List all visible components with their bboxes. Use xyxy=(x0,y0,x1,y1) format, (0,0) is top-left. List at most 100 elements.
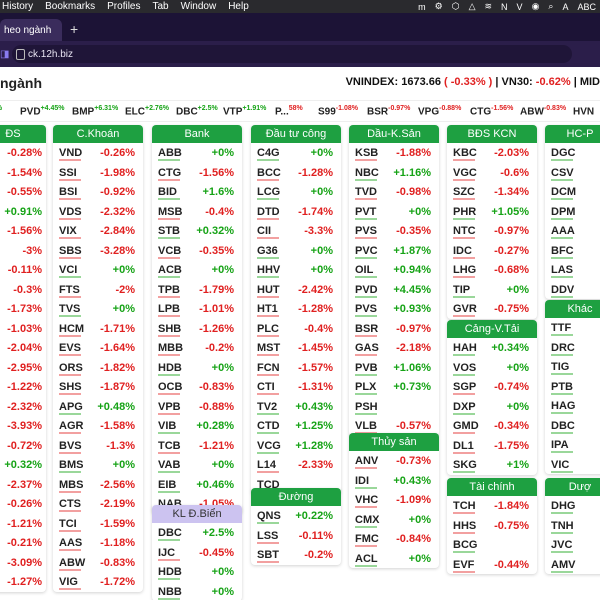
stock-row[interactable]: CSV xyxy=(545,163,600,183)
stock-row[interactable]: BCG xyxy=(447,535,537,555)
stock-row[interactable]: IPA xyxy=(545,435,600,455)
stock-row[interactable]: NBC +1.16% xyxy=(349,163,439,183)
stock-row[interactable]: PVT +0% xyxy=(349,202,439,222)
triangle-icon[interactable]: △ xyxy=(468,1,476,11)
stock-row[interactable]: -1.03% xyxy=(0,319,46,339)
stock-row[interactable]: CII -3.3% xyxy=(251,221,341,241)
stock-row[interactable]: -3.09% xyxy=(0,553,46,573)
stock-row[interactable]: -0.21% xyxy=(0,533,46,553)
stock-row[interactable]: CTG -1.56% xyxy=(152,163,242,183)
wifi-icon[interactable]: ≋ xyxy=(484,1,493,11)
stock-row[interactable]: EVS -1.64% xyxy=(53,338,143,358)
ticker-item[interactable]: BMP+6.31% xyxy=(72,105,118,117)
stock-row[interactable]: -0.26% xyxy=(0,494,46,514)
address-bar[interactable]: ◨ ck.12h.biz xyxy=(0,45,572,63)
search-icon[interactable]: ⌕ xyxy=(548,1,554,11)
ticker-item[interactable]: ABW-0.83% xyxy=(520,105,566,117)
stock-row[interactable]: G36 +0% xyxy=(251,241,341,261)
sector-header[interactable]: Bank xyxy=(152,125,242,143)
stock-row[interactable]: TIP +0% xyxy=(447,280,537,300)
notion-icon[interactable]: N xyxy=(501,1,508,12)
stock-row[interactable]: -2.95% xyxy=(0,358,46,378)
stock-row[interactable]: -2.32% xyxy=(0,397,46,417)
stock-row[interactable]: -0.11% xyxy=(0,260,46,280)
ticker-item[interactable]: VTP+1.91% xyxy=(223,105,266,117)
stock-row[interactable]: TCH -1.84% xyxy=(447,496,537,516)
stock-row[interactable]: BVS -1.3% xyxy=(53,436,143,456)
stock-row[interactable]: HT1 -1.28% xyxy=(251,299,341,319)
stock-row[interactable]: VCG +1.28% xyxy=(251,436,341,456)
stock-row[interactable]: EVF -0.44% xyxy=(447,555,537,575)
stock-row[interactable]: VIX -2.84% xyxy=(53,221,143,241)
stock-row[interactable]: BID +1.6% xyxy=(152,182,242,202)
stock-row[interactable]: CTS -2.19% xyxy=(53,494,143,514)
stock-row[interactable]: HDB +0% xyxy=(152,358,242,378)
stock-row[interactable]: DBC +2.5% xyxy=(152,523,242,543)
sector-header[interactable]: BĐS KCN xyxy=(447,125,537,143)
stock-row[interactable]: ABB +0% xyxy=(152,143,242,163)
stock-row[interactable]: SSI -1.98% xyxy=(53,163,143,183)
sector-header[interactable]: Tài chính xyxy=(447,478,537,496)
stock-row[interactable]: VIG -1.72% xyxy=(53,572,143,592)
stock-row[interactable]: AAS -1.18% xyxy=(53,533,143,553)
stock-row[interactable]: KBC -2.03% xyxy=(447,143,537,163)
new-tab-button[interactable]: + xyxy=(70,21,79,37)
stock-row[interactable]: CTI -1.31% xyxy=(251,377,341,397)
stock-row[interactable]: GMD -0.34% xyxy=(447,416,537,436)
stock-row[interactable]: VLB -0.57% xyxy=(349,416,439,436)
stock-row[interactable]: SBT -0.2% xyxy=(251,545,341,565)
stock-row[interactable]: -1.21% xyxy=(0,514,46,534)
stock-row[interactable]: ACB +0% xyxy=(152,260,242,280)
active-tab[interactable]: heo ngành xyxy=(0,19,62,41)
stock-row[interactable]: KSB -1.88% xyxy=(349,143,439,163)
stock-row[interactable]: SKG +1% xyxy=(447,455,537,475)
stock-row[interactable]: MBB -0.2% xyxy=(152,338,242,358)
ticker-item[interactable]: VPG-0.88% xyxy=(418,105,461,117)
stock-row[interactable]: -2.04% xyxy=(0,338,46,358)
stock-row[interactable]: TPB -1.79% xyxy=(152,280,242,300)
stock-row[interactable]: -1.27% xyxy=(0,572,46,592)
stock-row[interactable]: PTB xyxy=(545,377,600,397)
stock-row[interactable]: -1.56% xyxy=(0,221,46,241)
stock-row[interactable]: IJC -0.45% xyxy=(152,543,242,563)
stock-row[interactable]: BSR -0.97% xyxy=(349,319,439,339)
stock-row[interactable]: VDS -2.32% xyxy=(53,202,143,222)
stock-row[interactable]: DDV xyxy=(545,280,600,300)
sector-header[interactable]: HC-P xyxy=(545,125,600,143)
stock-row[interactable]: TNH xyxy=(545,516,600,536)
stock-row[interactable]: VPB -0.88% xyxy=(152,397,242,417)
stock-row[interactable]: FMC -0.84% xyxy=(349,529,439,549)
stock-row[interactable]: -3% xyxy=(0,241,46,261)
stock-row[interactable]: BMS +0% xyxy=(53,455,143,475)
stock-row[interactable]: DL1 -1.75% xyxy=(447,436,537,456)
sector-header[interactable]: Thủy sản xyxy=(349,433,439,451)
stock-row[interactable]: FTS -2% xyxy=(53,280,143,300)
stock-row[interactable]: SGP -0.74% xyxy=(447,377,537,397)
menu-help[interactable]: Help xyxy=(228,1,249,12)
stock-row[interactable]: QNS +0.22% xyxy=(251,506,341,526)
stock-row[interactable]: DPM xyxy=(545,202,600,222)
sector-header[interactable]: Dượ xyxy=(545,478,600,496)
stock-row[interactable]: LCG +0% xyxy=(251,182,341,202)
ticker-item[interactable]: CTG-1.56% xyxy=(470,105,513,117)
menu-profiles[interactable]: Profiles xyxy=(107,1,141,12)
stock-row[interactable]: DBC xyxy=(545,416,600,436)
stock-row[interactable]: APG +0.48% xyxy=(53,397,143,417)
stock-row[interactable]: -3.93% xyxy=(0,416,46,436)
stock-row[interactable]: ACL +0% xyxy=(349,549,439,569)
stock-row[interactable]: NBB +0% xyxy=(152,582,242,600)
stock-row[interactable]: AGR -1.58% xyxy=(53,416,143,436)
stock-row[interactable]: -1.73% xyxy=(0,299,46,319)
stock-row[interactable]: TCI -1.59% xyxy=(53,514,143,534)
stock-row[interactable]: GVR -0.75% xyxy=(447,299,537,319)
stock-row[interactable]: LPB -1.01% xyxy=(152,299,242,319)
stock-row[interactable]: HHS -0.75% xyxy=(447,516,537,536)
box-icon[interactable]: ⬡ xyxy=(451,1,460,11)
sector-header[interactable]: Đầu tư công xyxy=(251,125,341,143)
sector-header[interactable]: Khác xyxy=(545,300,600,318)
stock-row[interactable]: OCB -0.83% xyxy=(152,377,242,397)
stock-row[interactable]: HCM -1.71% xyxy=(53,319,143,339)
stock-row[interactable]: CTD +1.25% xyxy=(251,416,341,436)
input-source-icon[interactable]: A xyxy=(562,1,569,12)
stock-row[interactable]: MBS -2.56% xyxy=(53,475,143,495)
